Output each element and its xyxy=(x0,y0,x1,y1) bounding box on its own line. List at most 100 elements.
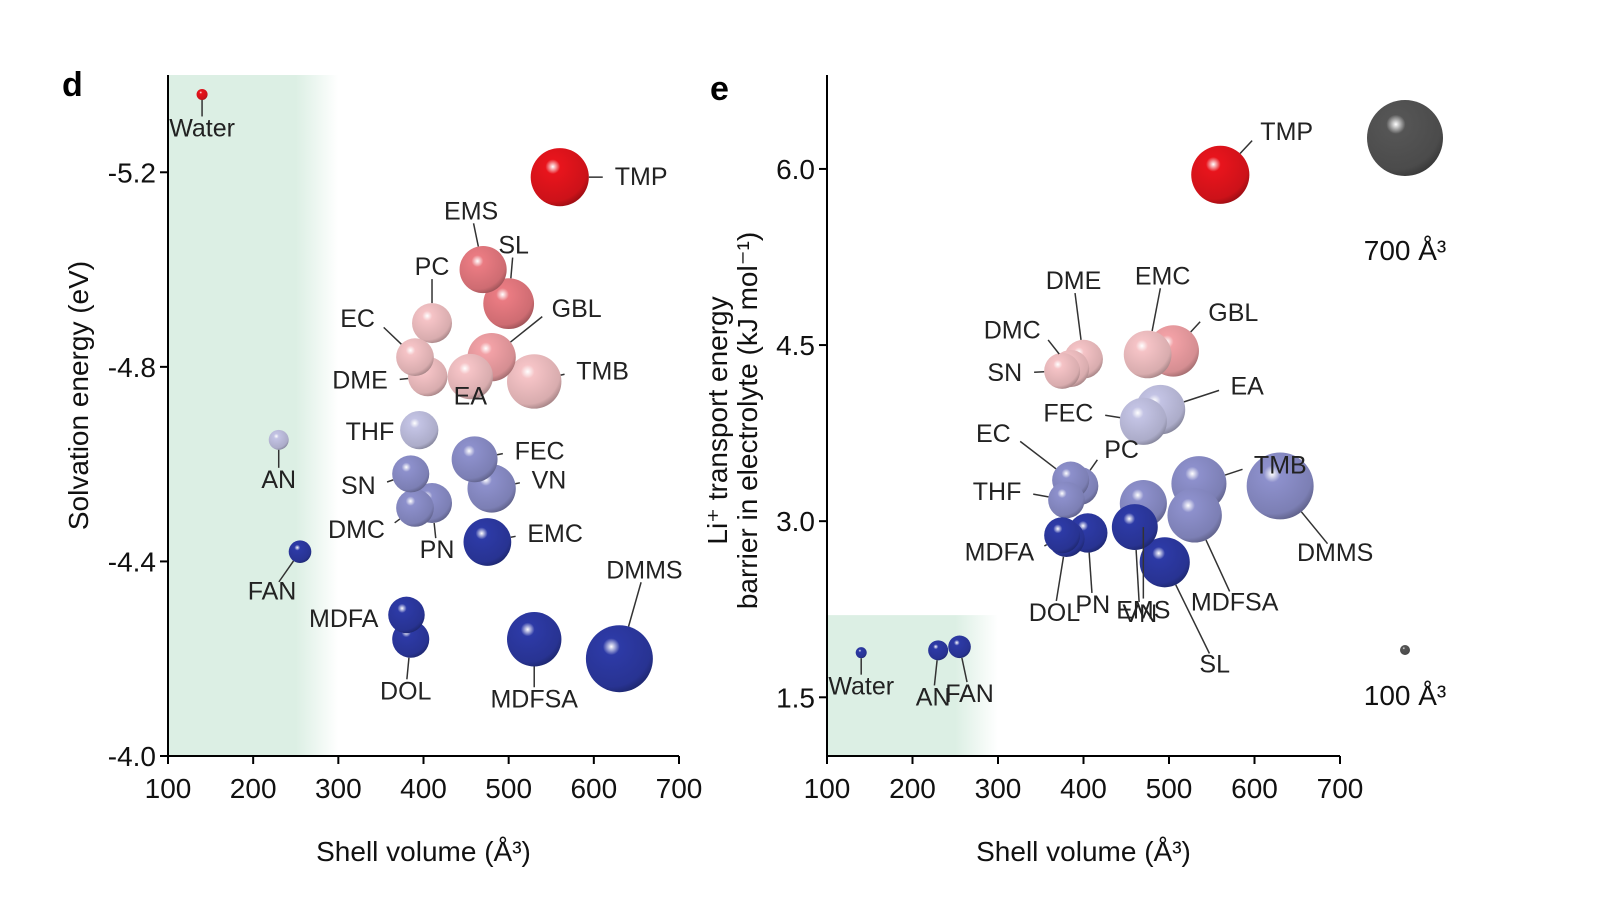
point-label-mdfsa: MDFSA xyxy=(1191,588,1279,616)
leader-line xyxy=(1047,339,1060,355)
point-label-dme: DME xyxy=(332,367,388,395)
point-label-tmb: TMB xyxy=(1254,452,1307,480)
leader-line xyxy=(515,482,521,485)
point-label-fan: FAN xyxy=(248,578,297,606)
point-sn xyxy=(392,455,430,493)
x-tick-label: 100 xyxy=(145,773,192,804)
x-tick-label: 500 xyxy=(485,773,532,804)
panel-letter: d xyxy=(62,66,83,104)
x-axis-title: Shell volume (Å³) xyxy=(976,836,1191,867)
point-label-mdfa: MDFA xyxy=(309,605,379,633)
x-tick-label: 300 xyxy=(975,773,1022,804)
leader-line xyxy=(406,657,410,680)
size-legend-sphere xyxy=(1367,100,1443,176)
leader-line xyxy=(386,479,394,483)
leader-line xyxy=(1019,440,1057,470)
point-label-an: AN xyxy=(261,466,296,494)
leader-line xyxy=(510,535,516,539)
point-label-fec: FEC xyxy=(515,437,565,465)
size-legend-label: 100 Å³ xyxy=(1364,680,1447,711)
point-an xyxy=(928,640,949,661)
shaded-region xyxy=(827,615,998,756)
point-label-ec: EC xyxy=(340,305,375,333)
x-axis-title: Shell volume (Å³) xyxy=(316,836,531,867)
point-label-pn: PN xyxy=(420,536,455,564)
point-label-dmc: DMC xyxy=(984,317,1041,345)
y-tick-label: -4.8 xyxy=(108,352,156,383)
point-label-fan: FAN xyxy=(945,680,994,708)
point-mdfsa xyxy=(1167,488,1222,543)
point-label-sn: SN xyxy=(341,472,376,500)
point-label-emc: EMC xyxy=(1135,262,1191,290)
point-tmp xyxy=(530,148,589,207)
point-label-water: Water xyxy=(169,114,235,142)
y-axis-title-line2: barrier in electrolyte (kJ mol⁻¹) xyxy=(732,232,763,609)
point-label-ea: EA xyxy=(1230,373,1264,401)
leader-line xyxy=(1033,493,1049,498)
point-emc xyxy=(1123,330,1172,379)
point-water xyxy=(855,647,867,659)
point-label-tmb: TMB xyxy=(576,357,629,385)
y-tick-label: 6.0 xyxy=(776,154,815,185)
size-legend-sphere xyxy=(1400,645,1410,655)
leader-line xyxy=(560,373,565,376)
point-label-tmp: TMP xyxy=(615,163,668,191)
point-label-an: AN xyxy=(916,683,951,711)
leader-line xyxy=(1089,459,1098,471)
point-thf xyxy=(1048,481,1085,519)
point-label-dol: DOL xyxy=(380,677,432,705)
point-label-ems: EMS xyxy=(1116,597,1170,625)
point-label-ec: EC xyxy=(976,420,1011,448)
point-thf xyxy=(400,410,439,450)
point-label-thf: THF xyxy=(346,418,395,446)
leader-line xyxy=(472,223,480,247)
point-dmc xyxy=(396,489,434,527)
panel-e: 100 200 300 400 500 600 700 1.5 3.0 4.5 6.0 Shell v… xyxy=(702,70,1446,867)
point-tmp xyxy=(1191,145,1250,204)
y-tick-label: 4.5 xyxy=(776,330,815,361)
size-legend-label: 700 Å³ xyxy=(1364,235,1447,266)
x-tick-label: 200 xyxy=(230,773,277,804)
x-tick-label: 400 xyxy=(1060,773,1107,804)
leader-line xyxy=(496,452,503,456)
point-label-pn: PN xyxy=(1075,591,1110,619)
x-tick-label: 300 xyxy=(315,773,362,804)
x-tick-label: 700 xyxy=(656,773,703,804)
point-label-tmp: TMP xyxy=(1260,118,1313,146)
point-label-mdfsa: MDFSA xyxy=(490,685,578,713)
leader-line xyxy=(1135,549,1140,603)
leader-line xyxy=(1034,371,1045,374)
leader-line xyxy=(1074,292,1082,340)
x-tick-label: 600 xyxy=(570,773,617,804)
point-label-gbl: GBL xyxy=(1208,299,1258,327)
leader-line xyxy=(627,582,642,627)
point-label-fec: FEC xyxy=(1043,399,1093,427)
x-tick-label: 600 xyxy=(1231,773,1278,804)
point-an xyxy=(268,429,289,450)
point-label-sl: SL xyxy=(498,232,529,260)
leader-line xyxy=(383,326,402,345)
leader-line xyxy=(1183,389,1220,403)
leader-line xyxy=(1239,140,1253,155)
point-label-pc: PC xyxy=(415,253,450,281)
point-label-thf: THF xyxy=(973,478,1022,506)
point-vn xyxy=(1111,504,1158,551)
leader-line xyxy=(399,377,409,381)
y-axis-title: Solvation energy (eV) xyxy=(63,261,94,530)
y-tick-label: 3.0 xyxy=(776,506,815,537)
point-label-dme: DME xyxy=(1046,267,1102,295)
y-tick-label: 1.5 xyxy=(776,682,815,713)
point-sl xyxy=(483,278,535,329)
point-label-mdfa: MDFA xyxy=(965,538,1035,566)
point-ea xyxy=(447,353,494,400)
point-label-dmms: DMMS xyxy=(606,557,682,585)
panel-d: 100 200 300 400 500 600 700 -5.2 -4.8 -4.4 -4.0 She… xyxy=(62,66,702,867)
point-tmb xyxy=(507,354,562,409)
point-label-sn: SN xyxy=(987,359,1022,387)
point-mdfa xyxy=(388,596,425,634)
leader-line xyxy=(1055,556,1065,602)
point-label-dmc: DMC xyxy=(328,516,385,544)
point-mdfsa xyxy=(507,612,562,667)
point-water xyxy=(196,88,208,100)
point-sl xyxy=(1139,537,1190,588)
